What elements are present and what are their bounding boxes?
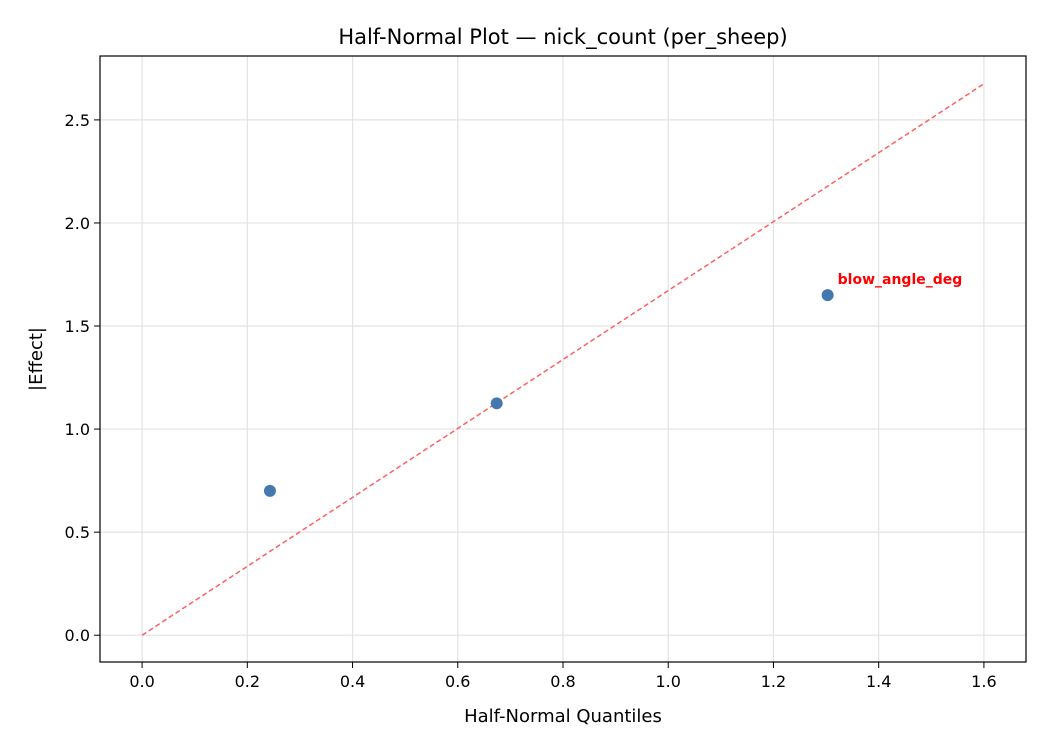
x-tick-label: 1.0	[656, 672, 681, 691]
x-tick-label: 0.2	[235, 672, 260, 691]
y-tick-label: 2.5	[65, 111, 90, 130]
plot-frame	[99, 55, 1027, 663]
point-label: blow_angle_deg	[838, 272, 963, 288]
x-tick-label: 1.6	[971, 672, 996, 691]
x-tick-label: 0.4	[340, 672, 365, 691]
y-tick-label: 1.5	[65, 317, 90, 336]
x-tick-label: 1.2	[761, 672, 786, 691]
data-point	[821, 289, 834, 302]
y-tick-label: 0.0	[65, 626, 90, 645]
data-point	[263, 484, 276, 497]
x-tick-label: 1.4	[866, 672, 891, 691]
y-tick-label: 2.0	[65, 214, 90, 233]
x-tick-label: 0.6	[445, 672, 470, 691]
y-tick-label: 0.5	[65, 523, 90, 542]
x-tick-label: 0.8	[550, 672, 575, 691]
grid	[100, 56, 1026, 662]
x-axis-label: Half-Normal Quantiles	[464, 706, 662, 727]
points: blow_angle_deg	[263, 272, 963, 497]
ticks: 0.0 0.2 0.4 0.6 0.8 1.0 1.2 1.4 1.6 0.0 0.5 1.0 1.5 2…	[65, 111, 997, 691]
data-point	[490, 397, 503, 410]
chart-title: Half-Normal Plot — nick_count (per_sheep…	[338, 25, 787, 50]
y-axis-label: |Effect|	[26, 327, 47, 391]
x-tick-label: 0.0	[129, 672, 154, 691]
y-tick-label: 1.0	[65, 420, 90, 439]
